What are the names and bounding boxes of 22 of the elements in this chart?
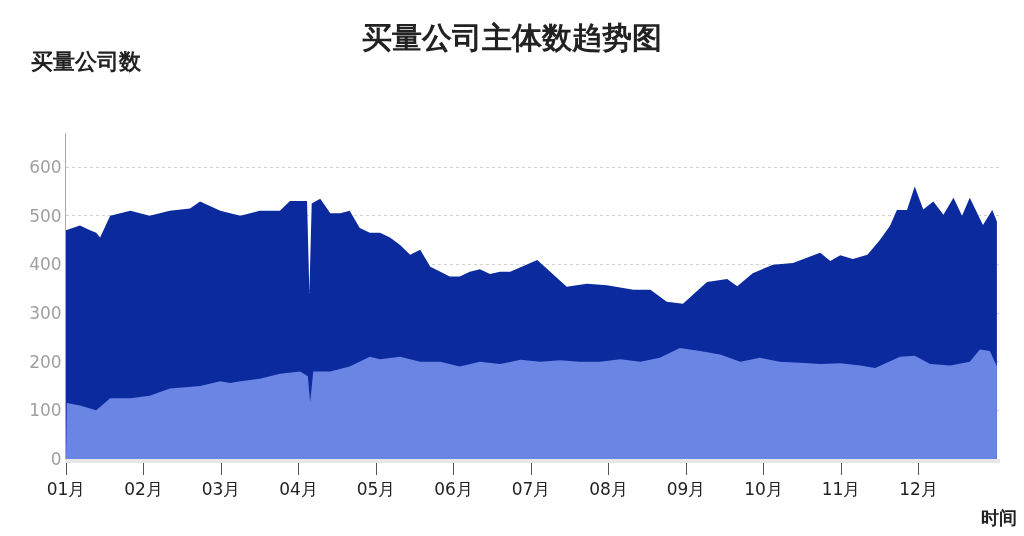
y-tick-label: 400 xyxy=(29,254,62,275)
x-tick-label: 04月 xyxy=(279,479,318,500)
y-tick-label: 200 xyxy=(29,351,62,372)
x-tick-label: 01月 xyxy=(46,479,86,500)
y-tick-label: 300 xyxy=(29,302,62,323)
x-tick-label: 11月 xyxy=(821,479,861,500)
x-tick-label: 08月 xyxy=(589,479,628,500)
y-tick-label: 500 xyxy=(29,205,62,226)
x-tick-label: 09月 xyxy=(666,479,706,500)
y-tick-label: 600 xyxy=(29,157,62,178)
x-axis-title: 时间 xyxy=(981,507,1017,528)
x-tick-label: 10月 xyxy=(744,479,783,500)
x-tick-label: 03月 xyxy=(201,479,241,500)
x-tick-label: 07月 xyxy=(511,479,551,500)
chart-title: 买量公司主体数趋势图 xyxy=(362,20,662,56)
x-tick-label: 06月 xyxy=(434,479,473,500)
y-tick-label: 0 xyxy=(50,448,62,469)
x-tick-label: 12月 xyxy=(899,479,938,500)
y-axis-title: 买量公司数 xyxy=(31,49,142,74)
y-tick-label: 100 xyxy=(29,400,62,421)
x-tick-label: 02月 xyxy=(124,479,163,500)
x-tick-label: 05月 xyxy=(356,479,396,500)
